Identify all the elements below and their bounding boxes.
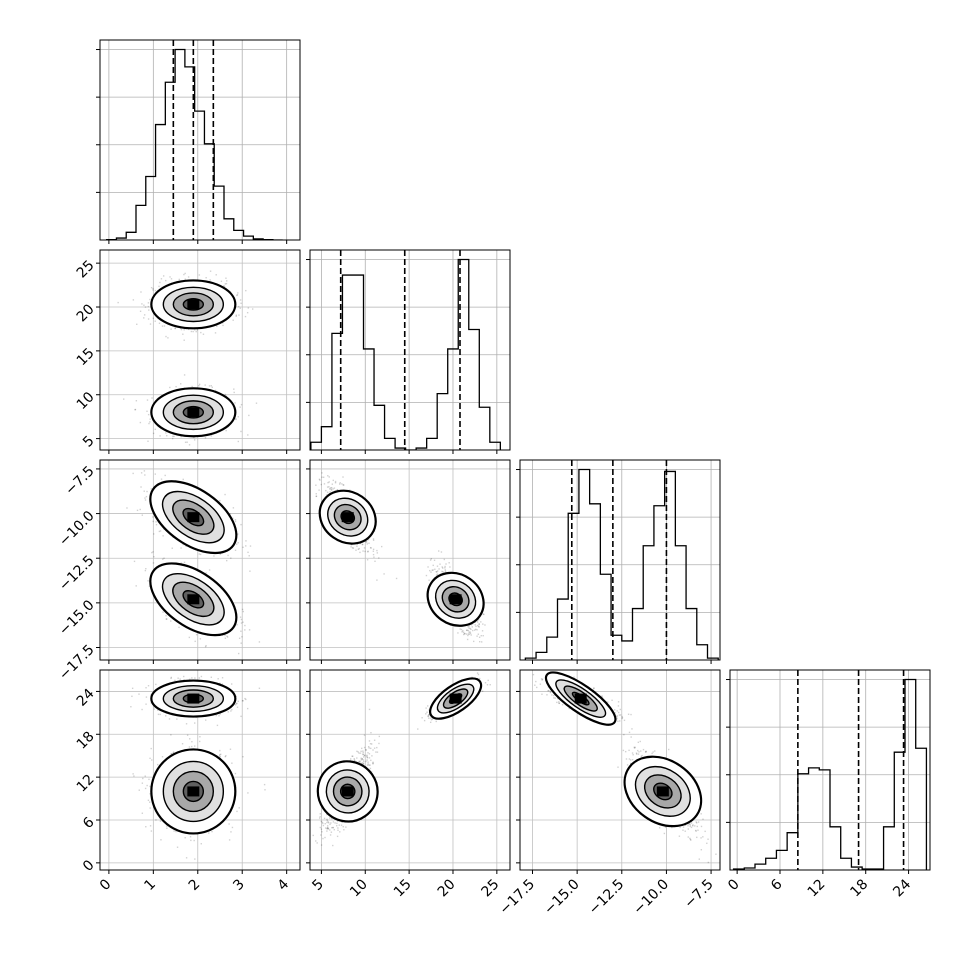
y-tick-label: 10 [74, 389, 98, 413]
y-tick-label: 24 [74, 686, 98, 710]
y-tick-label: 6 [80, 814, 98, 832]
panel-1-0: 5 10 15 20 25 [74, 249, 301, 454]
y-tick-label: −10.0 [56, 508, 98, 550]
x-tick-label: 1 [141, 876, 159, 894]
panel-frame [99, 39, 301, 241]
y-tick-label: 5 [80, 433, 98, 451]
y-tick-label: 25 [74, 258, 98, 282]
y-tick-label: −12.5 [56, 553, 98, 595]
x-tick-label: 3 [230, 876, 248, 894]
density-peak [187, 693, 200, 704]
panel-frame [99, 249, 301, 451]
y-tick-label: −7.5 [62, 463, 97, 498]
x-tick-label: −7.5 [681, 876, 716, 911]
panel-3-2: −17.5 −15.0 −12.5 −10.0 −7.5 [497, 669, 721, 918]
density-peak [656, 786, 669, 797]
x-tick-label: 20 [435, 876, 459, 900]
panel-frame [519, 669, 721, 871]
histogram-step-2 [524, 468, 719, 660]
density-peak [574, 693, 587, 704]
x-tick-label: 25 [479, 876, 503, 900]
panel-1-1 [306, 249, 511, 454]
x-tick-label: −12.5 [586, 876, 628, 918]
panel-3-1: 5 10 15 20 25 [306, 669, 511, 900]
x-tick-label: 12 [805, 876, 829, 900]
density-peak [187, 594, 200, 605]
density-peak [187, 512, 200, 523]
x-tick-label: 0 [725, 876, 743, 894]
density-peak [341, 786, 354, 797]
panel-2-2 [516, 459, 721, 664]
panel-0-0 [96, 39, 301, 244]
density-peak [449, 594, 462, 605]
density-peak [187, 299, 200, 310]
x-tick-label: 10 [347, 876, 371, 900]
x-tick-label: 18 [847, 876, 871, 900]
x-tick-label: −10.0 [630, 876, 672, 918]
density-peak [187, 786, 200, 797]
panel-frame [729, 669, 931, 871]
y-tick-label: 15 [74, 345, 98, 369]
x-tick-label: 5 [309, 876, 327, 894]
y-tick-label: 0 [80, 857, 98, 875]
panel-2-1 [306, 459, 511, 664]
density-peak [341, 512, 354, 523]
panel-frame [99, 669, 301, 871]
x-tick-label: −17.5 [497, 876, 539, 918]
panel-2-0: −17.5−15.0−12.5−10.0 −7.5 [56, 459, 301, 684]
x-tick-label: 6 [768, 876, 786, 894]
x-tick-label: 2 [186, 876, 204, 894]
y-tick-label: −15.0 [56, 597, 98, 639]
y-tick-label: 18 [74, 729, 98, 753]
panel-3-3: 0 6 12 18 24 [725, 669, 931, 900]
density-peak [187, 407, 200, 418]
histogram-step-3 [732, 678, 928, 870]
histogram-step-0 [106, 48, 283, 240]
y-tick-label: 20 [74, 301, 98, 325]
panel-frame [309, 459, 511, 661]
panel-frame [309, 249, 511, 451]
histogram-step-1 [310, 258, 502, 450]
y-tick-label: −17.5 [56, 642, 98, 684]
panel-frame [99, 459, 301, 661]
y-tick-label: 12 [74, 771, 98, 795]
panel-frame [309, 669, 511, 871]
density-peak [449, 693, 462, 704]
panel-frame [519, 459, 721, 661]
x-tick-label: 4 [275, 876, 293, 894]
x-tick-label: 24 [890, 876, 914, 900]
x-tick-label: −15.0 [541, 876, 583, 918]
x-tick-label: 15 [391, 876, 415, 900]
x-tick-label: 0 [97, 876, 115, 894]
